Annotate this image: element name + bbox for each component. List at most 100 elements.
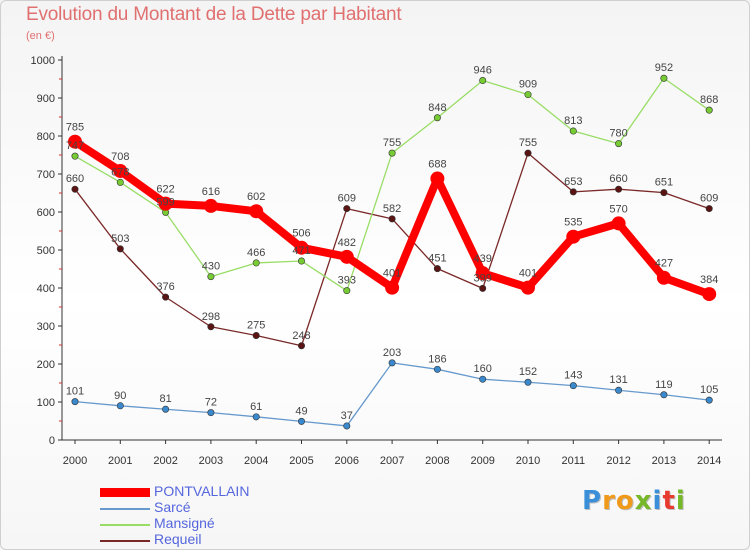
data-point-pontvallain	[158, 196, 173, 211]
legend-label-sarce: Sarcé	[154, 499, 191, 515]
data-point-requeil	[162, 293, 170, 301]
x-tick-label: 2012	[606, 455, 630, 467]
data-label-requeil: 503	[111, 233, 129, 245]
data-label-requeil: 755	[519, 137, 537, 149]
data-label-mansigne: 780	[609, 128, 627, 140]
data-label-mansigne: 393	[338, 275, 356, 287]
data-point-mansigne	[388, 149, 396, 157]
data-label-mansigne: 909	[519, 79, 537, 91]
data-point-sarce	[162, 405, 170, 413]
legend-label-pontvallain: PONTVALLAIN	[154, 483, 250, 499]
data-point-requeil	[705, 205, 713, 213]
data-label-sarce: 72	[205, 397, 217, 409]
data-label-pontvallain: 602	[247, 191, 265, 203]
data-point-pontvallain	[475, 266, 490, 281]
data-label-mansigne: 952	[655, 62, 673, 74]
data-label-pontvallain: 439	[474, 253, 492, 265]
data-label-pontvallain: 506	[292, 228, 310, 240]
x-tick-label: 2000	[63, 455, 87, 467]
data-label-requeil: 298	[202, 311, 220, 323]
x-tick-label: 2008	[425, 455, 449, 467]
data-point-pontvallain	[113, 163, 128, 178]
x-tick-label: 2006	[335, 455, 359, 467]
data-label-sarce: 160	[474, 363, 492, 375]
data-point-pontvallain	[430, 171, 445, 186]
x-tick-label: 2004	[244, 455, 268, 467]
data-label-mansigne: 471	[292, 245, 310, 257]
data-label-pontvallain: 401	[519, 268, 537, 280]
legend-swatch-mansigne	[100, 524, 150, 526]
data-point-sarce	[433, 365, 441, 373]
data-label-sarce: 131	[609, 374, 627, 386]
data-point-pontvallain	[521, 280, 535, 295]
data-label-sarce: 101	[66, 386, 84, 398]
y-tick-label: 1000	[31, 55, 55, 67]
x-tick-label: 2005	[289, 455, 313, 467]
data-label-mansigne: 599	[156, 196, 174, 208]
data-label-pontvallain: 482	[338, 237, 356, 249]
logo-letter: r	[602, 486, 616, 516]
data-point-sarce	[116, 402, 124, 410]
data-label-sarce: 152	[519, 366, 537, 378]
data-point-requeil	[71, 185, 79, 193]
data-point-pontvallain	[203, 198, 218, 213]
data-point-requeil	[479, 284, 487, 292]
data-label-requeil: 582	[383, 203, 401, 215]
data-label-pontvallain: 401	[383, 268, 401, 280]
data-point-mansigne	[116, 178, 124, 186]
data-point-sarce	[569, 382, 577, 390]
data-point-pontvallain	[611, 216, 626, 231]
data-label-sarce: 61	[250, 401, 262, 413]
legend-label-requeil: Requeil	[154, 531, 202, 547]
logo-letter: x	[634, 486, 653, 516]
data-point-sarce	[615, 386, 623, 394]
x-tick-label: 2013	[652, 455, 676, 467]
data-point-pontvallain	[68, 134, 82, 149]
data-point-requeil	[388, 215, 396, 223]
y-tick-label: 100	[37, 397, 55, 409]
data-point-mansigne	[705, 106, 713, 114]
data-label-requeil: 609	[700, 193, 718, 205]
y-tick-label: 900	[37, 93, 55, 105]
data-label-pontvallain: 570	[609, 203, 627, 215]
x-tick-label: 2009	[470, 455, 494, 467]
data-label-pontvallain: 427	[655, 258, 673, 270]
x-tick-label: 2007	[380, 455, 404, 467]
data-label-mansigne: 430	[202, 261, 220, 273]
data-point-pontvallain	[566, 229, 581, 244]
data-label-requeil: 651	[655, 177, 673, 189]
data-point-requeil	[207, 323, 215, 331]
data-label-sarce: 90	[114, 390, 126, 402]
logo-letter: P	[582, 486, 603, 516]
data-point-sarce	[252, 413, 260, 421]
data-label-mansigne: 848	[428, 102, 446, 114]
x-tick-label: 2001	[108, 455, 132, 467]
line-chart: 0 100 200 300 400 500 600 700 800 900 1000 2000 2001…	[31, 55, 722, 467]
data-point-mansigne	[343, 287, 351, 295]
data-label-sarce: 49	[295, 405, 307, 417]
data-point-sarce	[71, 398, 79, 406]
data-label-requeil: 451	[428, 253, 446, 265]
data-point-mansigne	[524, 91, 532, 99]
data-label-pontvallain: 535	[564, 217, 582, 229]
data-label-sarce: 186	[428, 353, 446, 365]
data-point-sarce	[705, 396, 713, 404]
legend-label-mansigne: Mansigné	[154, 515, 215, 531]
data-label-sarce: 37	[341, 410, 353, 422]
data-label-requeil: 609	[338, 193, 356, 205]
x-tick-label: 2002	[153, 455, 177, 467]
data-label-sarce: 203	[383, 347, 401, 359]
data-label-pontvallain: 688	[428, 159, 446, 171]
data-point-sarce	[524, 378, 532, 386]
chart-title: Evolution du Montant de la Dette par Hab…	[26, 4, 402, 25]
data-label-requeil: 399	[474, 272, 492, 284]
data-point-mansigne	[207, 273, 215, 281]
y-tick-label: 200	[37, 359, 55, 371]
data-point-sarce	[660, 391, 668, 399]
x-tick-label: 2014	[697, 455, 721, 467]
chart-subtitle: (en €)	[26, 30, 55, 42]
data-point-sarce	[343, 422, 351, 430]
data-point-sarce	[479, 375, 487, 383]
data-label-pontvallain: 616	[202, 186, 220, 198]
data-point-requeil	[297, 342, 305, 350]
